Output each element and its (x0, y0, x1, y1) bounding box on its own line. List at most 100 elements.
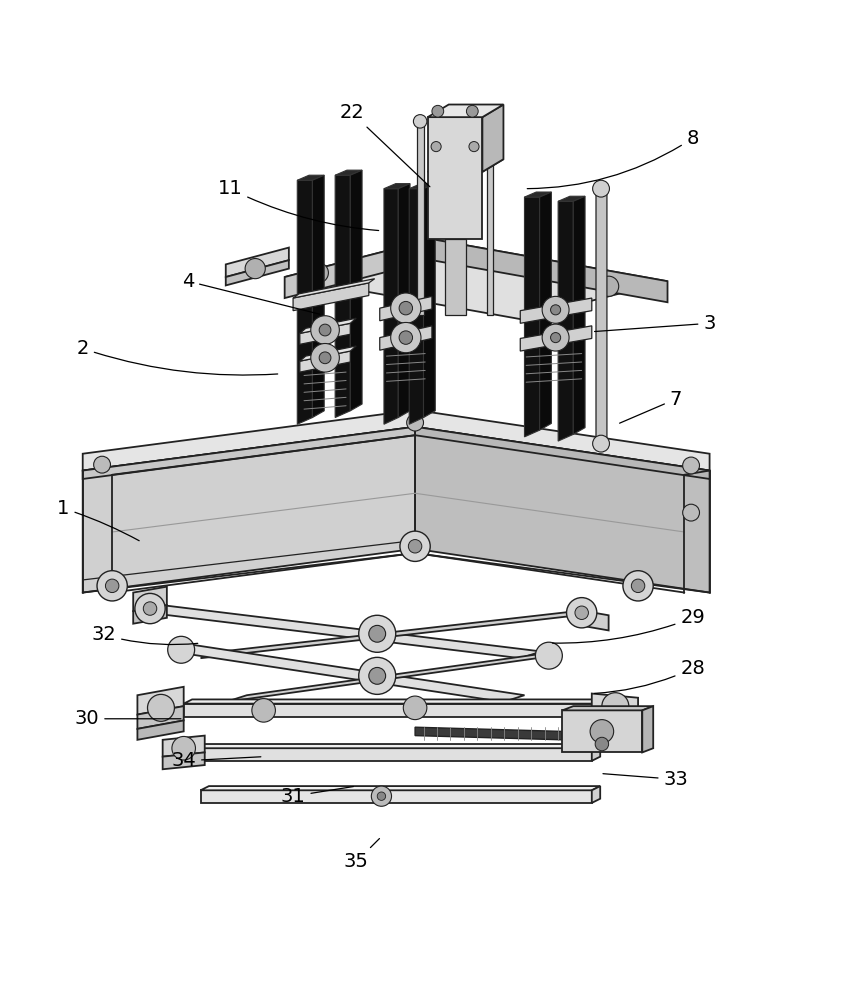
Polygon shape (201, 790, 592, 803)
Circle shape (590, 720, 614, 743)
Polygon shape (432, 239, 667, 302)
Polygon shape (163, 752, 205, 769)
Polygon shape (558, 196, 585, 201)
Circle shape (135, 593, 165, 624)
Circle shape (599, 276, 618, 296)
Polygon shape (483, 105, 503, 172)
Polygon shape (226, 248, 289, 277)
Polygon shape (596, 189, 607, 444)
Polygon shape (428, 159, 503, 172)
Text: 8: 8 (527, 129, 699, 189)
Polygon shape (409, 189, 424, 424)
Polygon shape (201, 609, 592, 658)
Circle shape (245, 259, 265, 279)
Polygon shape (428, 105, 503, 117)
Circle shape (359, 615, 396, 652)
Text: 35: 35 (344, 839, 379, 871)
Polygon shape (163, 736, 205, 757)
Polygon shape (293, 279, 374, 298)
Polygon shape (592, 715, 638, 731)
Circle shape (551, 333, 561, 343)
Polygon shape (415, 427, 710, 593)
Circle shape (606, 713, 625, 733)
Polygon shape (417, 121, 424, 315)
Polygon shape (300, 351, 351, 372)
Text: 4: 4 (182, 272, 320, 314)
Polygon shape (83, 427, 415, 479)
Text: 34: 34 (171, 751, 261, 770)
Circle shape (542, 324, 569, 351)
Circle shape (377, 792, 385, 800)
Circle shape (413, 115, 427, 128)
Text: 3: 3 (595, 314, 716, 333)
Polygon shape (83, 410, 710, 471)
Polygon shape (520, 326, 592, 351)
Circle shape (593, 435, 610, 452)
Circle shape (319, 352, 331, 364)
Text: 11: 11 (218, 179, 379, 231)
Polygon shape (487, 121, 493, 315)
Polygon shape (415, 427, 710, 479)
Circle shape (368, 625, 385, 642)
Circle shape (683, 457, 700, 474)
Polygon shape (524, 197, 540, 437)
Text: 28: 28 (595, 659, 706, 693)
Circle shape (407, 414, 424, 431)
Polygon shape (592, 786, 601, 803)
Circle shape (408, 540, 422, 553)
Polygon shape (642, 706, 653, 752)
Polygon shape (540, 192, 551, 430)
Polygon shape (573, 196, 585, 434)
Polygon shape (520, 298, 592, 323)
Text: 32: 32 (91, 625, 197, 645)
Polygon shape (313, 175, 324, 418)
Circle shape (105, 579, 119, 593)
Polygon shape (300, 323, 351, 344)
Polygon shape (558, 201, 573, 441)
Circle shape (371, 786, 391, 806)
Polygon shape (300, 318, 357, 333)
Text: 29: 29 (552, 608, 706, 643)
Circle shape (172, 736, 196, 760)
Polygon shape (592, 744, 601, 761)
Polygon shape (184, 744, 601, 748)
Circle shape (97, 571, 127, 601)
Circle shape (147, 694, 174, 721)
Circle shape (359, 657, 396, 694)
Polygon shape (415, 727, 562, 740)
Circle shape (94, 456, 110, 473)
Circle shape (623, 571, 653, 601)
Circle shape (390, 322, 421, 353)
Circle shape (311, 316, 340, 344)
Polygon shape (524, 192, 551, 197)
Circle shape (535, 642, 562, 669)
Text: 30: 30 (75, 709, 181, 728)
Circle shape (551, 305, 561, 315)
Polygon shape (293, 283, 368, 311)
Circle shape (400, 531, 430, 561)
Circle shape (467, 105, 479, 117)
Circle shape (575, 606, 589, 619)
Polygon shape (409, 184, 435, 189)
Polygon shape (201, 786, 601, 790)
Polygon shape (575, 609, 609, 630)
Polygon shape (424, 184, 435, 418)
Polygon shape (184, 704, 592, 717)
Circle shape (252, 699, 275, 722)
Polygon shape (226, 260, 289, 285)
Polygon shape (184, 748, 592, 761)
Polygon shape (184, 699, 601, 704)
Circle shape (595, 737, 609, 751)
Polygon shape (83, 427, 415, 593)
Circle shape (484, 115, 496, 128)
Polygon shape (384, 189, 398, 424)
Polygon shape (226, 651, 558, 702)
Polygon shape (137, 720, 184, 740)
Polygon shape (445, 239, 466, 315)
Circle shape (168, 636, 195, 663)
Text: 33: 33 (603, 770, 689, 789)
Polygon shape (285, 239, 667, 319)
Polygon shape (133, 605, 167, 624)
Text: 2: 2 (76, 339, 278, 375)
Circle shape (469, 142, 479, 152)
